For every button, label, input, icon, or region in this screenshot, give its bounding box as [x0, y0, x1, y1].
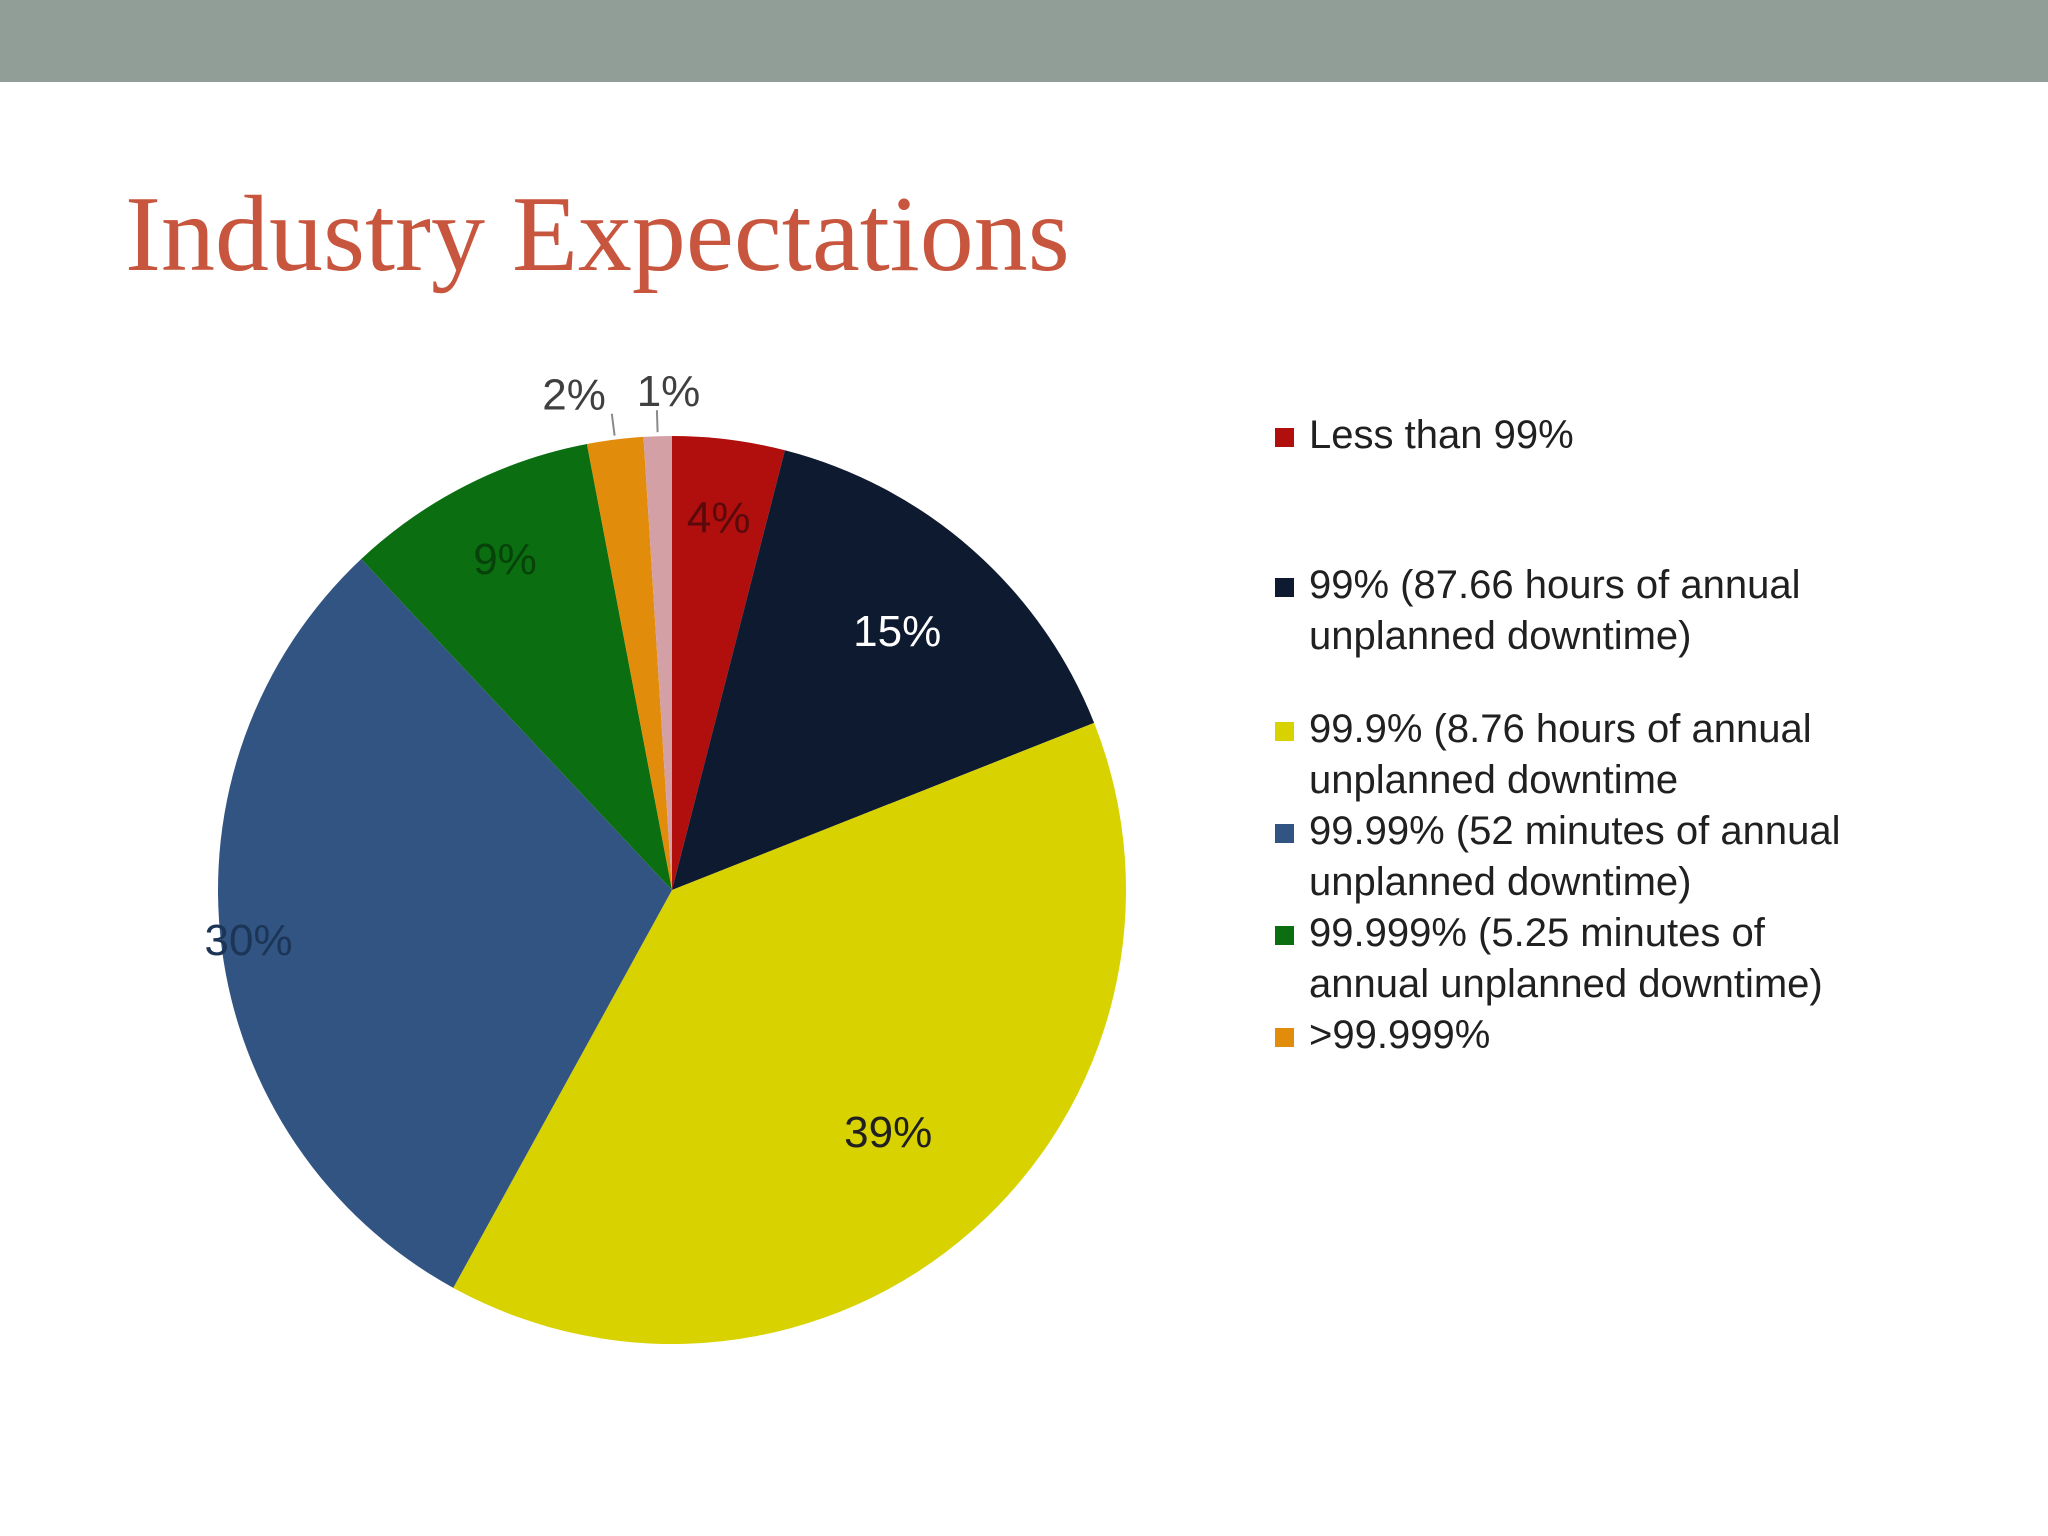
- slice-label-7: 1%: [637, 367, 701, 416]
- pie-slice-7: [643, 436, 672, 890]
- leader-line-6: [610, 413, 616, 436]
- legend-swatch: [1275, 1028, 1294, 1047]
- pie-slice-6: [586, 436, 672, 890]
- legend-label: 99.9% (8.76 hours of annual unplanned do…: [1309, 707, 1812, 802]
- legend-item-3: 99.9% (8.76 hours of annual unplanned do…: [1275, 704, 1895, 806]
- legend-label: 99.99% (52 minutes of annual unplanned d…: [1309, 809, 1841, 904]
- pie-slice-4: [218, 559, 672, 1288]
- legend-swatch: [1275, 578, 1294, 597]
- legend-swatch: [1275, 428, 1294, 447]
- legend-label: 99% (87.66 hours of annual unplanned dow…: [1309, 563, 1801, 658]
- legend-item-5: 99.999% (5.25 minutes of annual unplanne…: [1275, 908, 1895, 1010]
- legend-item-4: 99.99% (52 minutes of annual unplanned d…: [1275, 806, 1895, 908]
- top-band: [0, 0, 2048, 82]
- legend-label: >99.999%: [1309, 1013, 1491, 1057]
- slice-label-6: 2%: [542, 371, 606, 420]
- pie-slice-3: [453, 722, 1127, 1344]
- legend-swatch: [1275, 722, 1294, 741]
- legend: Less than 99% 99% (87.66 hours of annual …: [1275, 410, 1895, 1061]
- slice-label-2: 15%: [853, 607, 941, 656]
- legend-swatch: [1275, 926, 1294, 945]
- pie-slice-1: [672, 436, 785, 890]
- legend-item-1: Less than 99%: [1275, 410, 1895, 461]
- legend-label: Less than 99%: [1309, 413, 1574, 457]
- legend-item-2: 99% (87.66 hours of annual unplanned dow…: [1275, 560, 1895, 662]
- pie-slice-5: [361, 444, 672, 890]
- legend-label: 99.999% (5.25 minutes of annual unplanne…: [1309, 911, 1823, 1006]
- slide-title: Industry Expectations: [125, 175, 1070, 294]
- leader-line-7: [655, 410, 659, 433]
- slice-label-3: 39%: [844, 1108, 932, 1157]
- legend-swatch: [1275, 824, 1294, 843]
- slice-label-4: 30%: [205, 916, 293, 965]
- legend-item-6: >99.999%: [1275, 1010, 1895, 1061]
- pie-slice-2: [672, 450, 1095, 890]
- slice-label-1: 4%: [687, 493, 751, 542]
- slice-label-5: 9%: [473, 535, 537, 584]
